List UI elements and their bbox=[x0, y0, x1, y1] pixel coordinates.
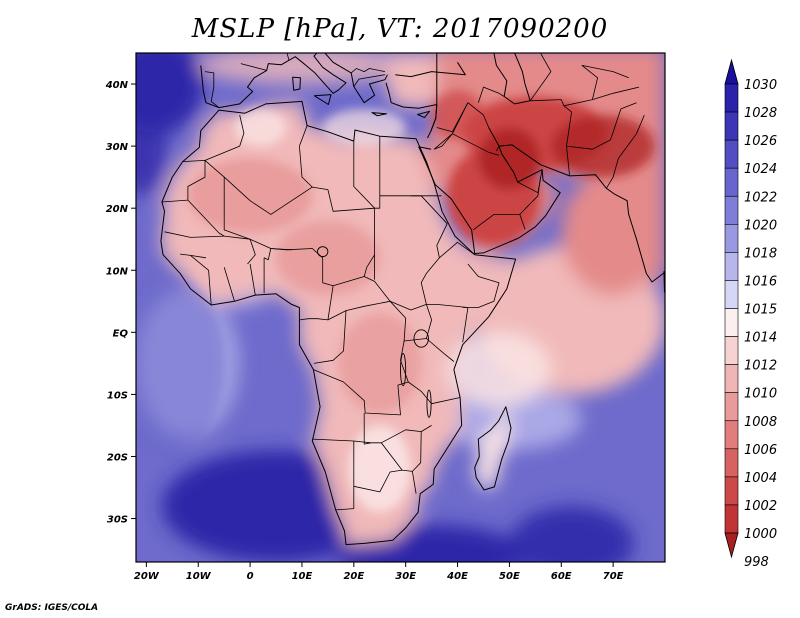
x-tick-label: 20E bbox=[343, 571, 364, 582]
colorbar-bottom-arrow bbox=[724, 532, 739, 559]
x-tick-label: 30E bbox=[395, 571, 416, 582]
colorbar-cell bbox=[724, 420, 739, 450]
x-tick-label: 10W bbox=[186, 571, 212, 582]
colorbar-label: 1026 bbox=[744, 134, 777, 149]
y-tick-label: EQ bbox=[113, 328, 129, 339]
x-tick-label: 20W bbox=[134, 571, 160, 582]
pressure-field bbox=[136, 53, 665, 562]
y-tick-label: 10N bbox=[106, 266, 129, 277]
colorbar-label: 1002 bbox=[744, 499, 777, 514]
y-tick-label: 20N bbox=[106, 204, 129, 215]
colorbar-cell bbox=[724, 476, 739, 506]
latitude-axis: 40N 30N 20N 10N EQ 10S 20S 30S bbox=[105, 80, 136, 526]
colorbar-label: 1012 bbox=[744, 359, 777, 374]
colorbar-label: 1016 bbox=[744, 274, 777, 289]
colorbar-cell bbox=[724, 364, 739, 393]
y-tick-label: 10S bbox=[107, 390, 128, 401]
colorbar-label: 1000 bbox=[744, 527, 777, 542]
colorbar-cell bbox=[724, 448, 739, 478]
colorbar-label: 1020 bbox=[744, 218, 777, 233]
y-tick-label: 30N bbox=[106, 142, 129, 153]
colorbar-cell bbox=[724, 280, 739, 309]
x-tick-label: 70E bbox=[603, 571, 624, 582]
colorbar-cell bbox=[724, 252, 739, 281]
colorbar-label: 1004 bbox=[744, 471, 777, 486]
colorbar-label: 1010 bbox=[744, 387, 777, 402]
colorbar-label: 1018 bbox=[744, 246, 777, 261]
colorbar-cell bbox=[724, 83, 739, 113]
map-title: MSLP [hPa], VT: 2017090200 bbox=[191, 14, 609, 44]
colorbar-cell bbox=[724, 167, 739, 197]
colorbar-cell bbox=[724, 504, 739, 534]
colorbar-label: 998 bbox=[744, 555, 769, 570]
colorbar-label: 1015 bbox=[744, 303, 777, 318]
colorbar-label: 1030 bbox=[744, 78, 777, 93]
y-tick-label: 30S bbox=[107, 515, 128, 526]
x-tick-label: 10E bbox=[292, 571, 313, 582]
colorbar-cell bbox=[724, 139, 739, 169]
colorbar-cell bbox=[724, 392, 739, 422]
map-frame bbox=[135, 52, 666, 563]
colorbar-label: 1006 bbox=[744, 443, 777, 458]
colorbar-cell bbox=[724, 224, 739, 253]
x-tick-label: 50E bbox=[499, 571, 520, 582]
y-tick-label: 40N bbox=[105, 80, 129, 91]
longitude-axis: 20W 10W 0 10E 20E 30E 40E 50E 60E 70E bbox=[134, 562, 624, 582]
grads-credit: GrADS: IGES/COLA bbox=[5, 603, 99, 613]
y-tick-label: 20S bbox=[107, 452, 128, 463]
x-tick-label: 40E bbox=[446, 571, 468, 582]
colorbar-label: 1014 bbox=[744, 331, 777, 346]
colorbar-label: 1022 bbox=[744, 190, 777, 205]
colorbar-cell bbox=[724, 308, 739, 337]
colorbar-label: 1008 bbox=[744, 415, 777, 430]
coastlines bbox=[160, 53, 665, 546]
x-tick-label: 0 bbox=[247, 571, 254, 582]
colorbar-label: 1024 bbox=[744, 162, 777, 177]
colorbar-top-arrow bbox=[724, 58, 739, 85]
colorbar-cell bbox=[724, 111, 739, 141]
colorbar-cell bbox=[724, 195, 739, 225]
colorbar-cell bbox=[724, 336, 739, 365]
x-tick-label: 60E bbox=[551, 571, 572, 582]
colorbar-label: 1028 bbox=[744, 106, 777, 121]
